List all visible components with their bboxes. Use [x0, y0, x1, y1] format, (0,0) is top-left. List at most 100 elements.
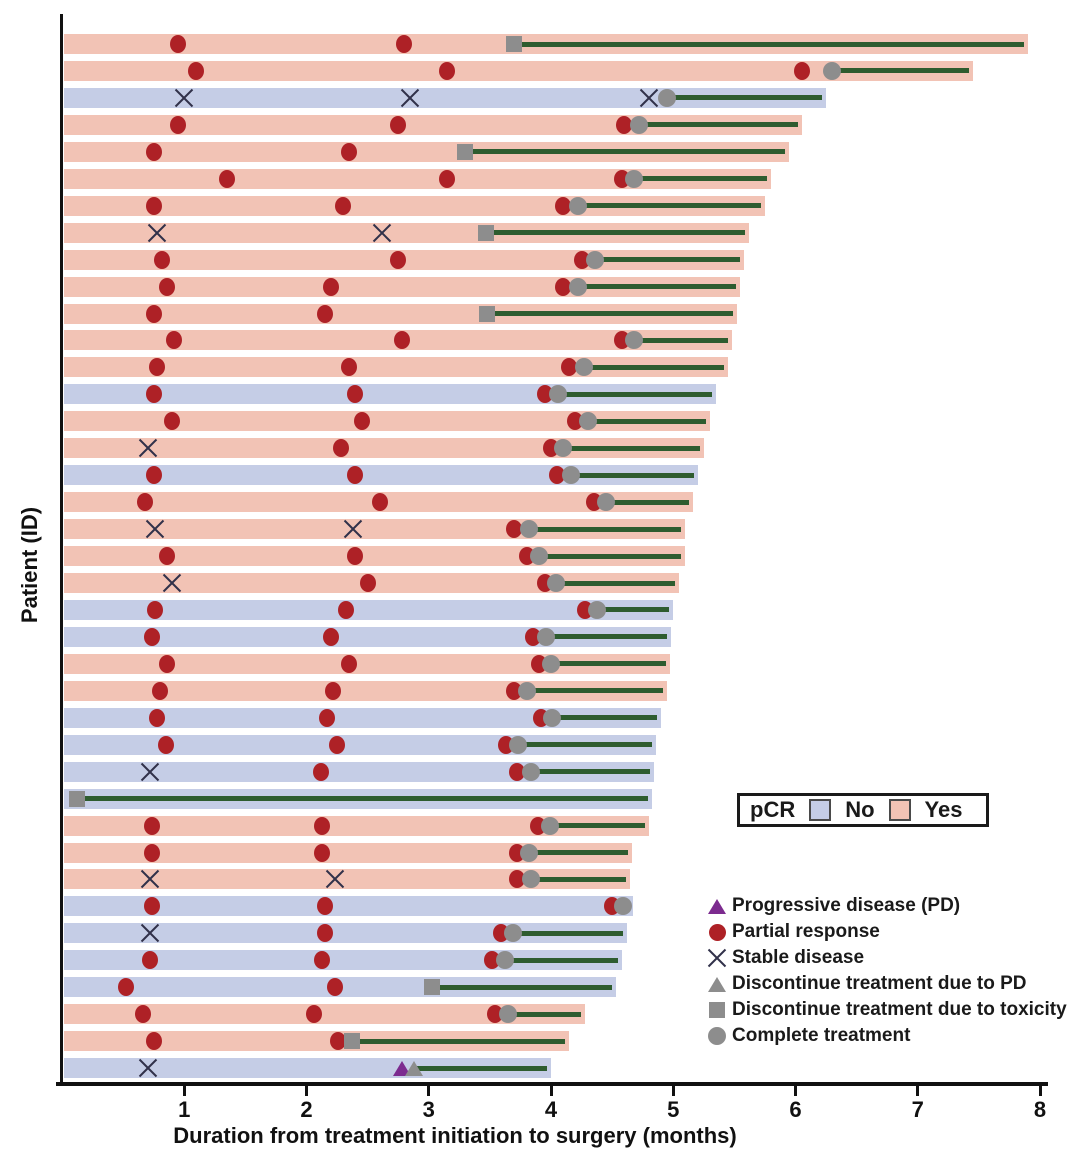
- patient-bar: [64, 222, 750, 243]
- marker-pr: [137, 493, 154, 512]
- marker-disc_tox: [68, 790, 85, 807]
- marker-sd: [139, 439, 157, 457]
- patient-bar: [64, 950, 622, 971]
- marker-complete: [522, 870, 541, 889]
- marker-disc_tox: [343, 1033, 360, 1050]
- marker-pr: [616, 115, 633, 134]
- treatment-to-surgery-line: [414, 1065, 547, 1071]
- marker-pr: [145, 466, 162, 485]
- patient-bar: [64, 141, 790, 162]
- marker-complete: [575, 358, 593, 377]
- marker-pr: [439, 169, 456, 188]
- marker-pr: [157, 735, 174, 754]
- x-tick-label: 4: [544, 1097, 558, 1122]
- pcr-no-swatch-icon: [809, 799, 832, 821]
- x-tick-label: 6: [789, 1097, 802, 1122]
- legend-item-stable-disease: Stable disease: [702, 945, 1067, 971]
- marker-complete: [568, 277, 587, 296]
- treatment-to-surgery-line: [514, 41, 1024, 47]
- marker-complete: [561, 466, 580, 485]
- pcr-no-label: No: [845, 797, 875, 822]
- marker-complete: [519, 520, 538, 539]
- treatment-to-surgery-line: [538, 553, 682, 559]
- marker-pr: [329, 735, 346, 754]
- marker-sd: [141, 763, 159, 781]
- marker-pr: [390, 250, 407, 269]
- patient-bar: [64, 465, 698, 486]
- patient-bar: [64, 168, 772, 189]
- marker-sd: [326, 870, 344, 888]
- legend-item-discontinue-toxicity: Discontinue treatment due to toxicity: [702, 997, 1067, 1023]
- patient-bar: [64, 599, 674, 620]
- legend-item-complete-treatment: Complete treatment: [702, 1023, 1067, 1049]
- marker-sd: [141, 924, 159, 942]
- treatment-to-surgery-line: [517, 742, 653, 748]
- marker-complete: [586, 250, 604, 269]
- partial-response-circle-icon: [702, 923, 732, 941]
- treatment-to-surgery-line: [549, 823, 645, 829]
- marker-complete: [630, 115, 649, 134]
- treatment-to-surgery-line: [76, 796, 649, 802]
- patient-bar: [64, 1058, 551, 1079]
- treatment-to-surgery-line: [528, 850, 628, 855]
- marker-sd: [401, 89, 419, 107]
- treatment-to-surgery-line: [832, 68, 969, 74]
- marker-disc_tox: [424, 979, 441, 996]
- marker-pr: [159, 547, 176, 566]
- marker-pr: [332, 439, 349, 458]
- marker-pr: [316, 924, 333, 943]
- marker-sd: [163, 574, 181, 592]
- marker-pr: [322, 277, 339, 296]
- marker-disc_tox: [457, 143, 474, 160]
- marker-pr: [159, 277, 176, 296]
- patient-bar: [64, 869, 631, 890]
- y-axis-line: [60, 14, 63, 1085]
- marker-disc_pd: [405, 1060, 424, 1076]
- x-tick-label: 3: [422, 1097, 435, 1122]
- x-tick: [671, 1086, 675, 1096]
- treatment-to-surgery-line: [528, 526, 682, 532]
- marker-complete: [578, 412, 597, 431]
- marker-sd: [141, 870, 159, 888]
- patient-bar: [64, 896, 633, 917]
- marker-pr: [439, 61, 456, 80]
- complete-treatment-circle-icon: [702, 1027, 732, 1045]
- marker-pr: [549, 466, 566, 485]
- marker-pr: [149, 358, 166, 377]
- x-tick-label: 8: [1033, 1097, 1047, 1122]
- marker-disc_tox: [478, 224, 495, 241]
- marker-pr: [313, 762, 330, 781]
- marker-pr: [347, 466, 364, 485]
- marker-pr: [144, 897, 161, 916]
- marker-pr: [145, 304, 162, 323]
- marker-pr: [555, 196, 572, 215]
- marker-complete: [517, 681, 536, 700]
- marker-pr: [347, 385, 364, 404]
- treatment-to-surgery-line: [531, 876, 627, 882]
- treatment-to-surgery-line: [577, 284, 737, 290]
- patient-bar: [64, 761, 654, 782]
- treatment-to-surgery-line: [587, 418, 706, 424]
- treatment-to-surgery-line: [555, 580, 676, 586]
- marker-sd: [640, 89, 658, 107]
- marker-complete: [549, 385, 568, 404]
- marker-complete: [658, 88, 677, 107]
- marker-pr: [145, 385, 162, 404]
- marker-complete: [588, 600, 607, 619]
- marker-pr: [486, 1005, 503, 1024]
- marker-sd: [139, 1059, 157, 1077]
- marker-pr: [353, 412, 370, 431]
- marker-complete: [495, 951, 514, 970]
- marker-complete: [554, 439, 573, 458]
- marker-pr: [314, 951, 331, 970]
- marker-sd: [146, 520, 164, 538]
- treatment-to-surgery-line: [546, 634, 667, 640]
- marker-pr: [145, 196, 162, 215]
- x-tick: [549, 1086, 553, 1096]
- progressive-disease-triangle-icon: [702, 898, 732, 914]
- marker-pr: [508, 870, 525, 889]
- marker-complete: [625, 169, 644, 188]
- treatment-to-surgery-line: [597, 607, 670, 613]
- marker-pr: [149, 708, 166, 727]
- treatment-to-surgery-line: [432, 984, 612, 990]
